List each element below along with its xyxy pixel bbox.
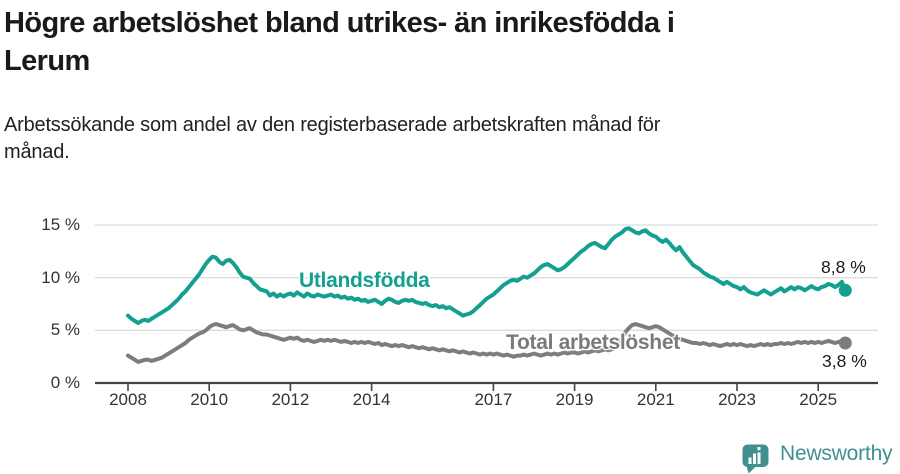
- y-tick-label-5: 5 %: [50, 320, 80, 340]
- page-title: Högre arbetslöshet bland utrikes- än inr…: [4, 4, 854, 81]
- series-line-utlandsfodda: [126, 226, 848, 325]
- newsworthy-icon: [742, 444, 769, 474]
- subtitle-line-2: månad.: [4, 140, 70, 163]
- x-tick-label-2019: 2019: [555, 390, 594, 409]
- newsworthy-logo: [742, 438, 776, 474]
- x-tick-label-2023: 2023: [718, 390, 756, 409]
- x-tick-label-2012: 2012: [271, 390, 310, 409]
- title-line-2: Lerum: [4, 45, 90, 78]
- x-tick-label-2008: 2008: [109, 390, 147, 409]
- end-value-utlandsfodda: 8,8 %: [821, 257, 866, 277]
- x-tick-label-2025: 2025: [799, 390, 838, 409]
- x-tick-label-2017: 2017: [474, 390, 513, 409]
- x-tick-label-2014: 2014: [352, 390, 391, 409]
- y-tick-label-15: 15 %: [41, 215, 80, 234]
- series-end-dot-utlandsfodda: [838, 283, 852, 297]
- chart-subtitle: Arbetssökande som andel av den registerb…: [4, 112, 844, 165]
- y-tick-label-0: 0 %: [50, 373, 80, 392]
- newsworthy-wordmark: Newsworthy: [780, 442, 893, 465]
- series-line-total: [126, 322, 848, 364]
- subtitle-line-1: Arbetssökande som andel av den registerb…: [4, 114, 661, 136]
- x-tick-label-2021: 2021: [636, 390, 675, 409]
- y-tick-label-10: 10 %: [41, 267, 80, 287]
- end-value-total: 3,8 %: [822, 351, 867, 371]
- series-label-utlandsfodda: Utlandsfödda: [299, 269, 430, 292]
- x-tick-label-2010: 2010: [190, 390, 229, 409]
- series-label-total: Total arbetslöshet: [506, 331, 680, 354]
- series-end-dot-total: [838, 336, 852, 350]
- title-line-1: Högre arbetslöshet bland utrikes- än inr…: [4, 7, 675, 39]
